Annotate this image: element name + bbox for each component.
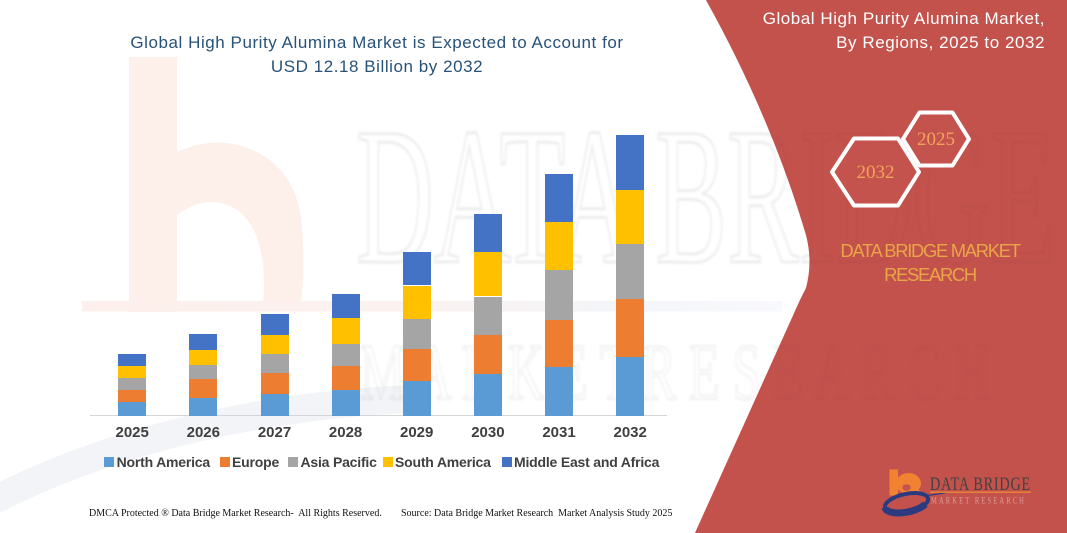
svg-text:MARKET RESEARCH: MARKET RESEARCH: [931, 497, 1026, 507]
svg-text:DATA BRIDGE: DATA BRIDGE: [930, 474, 1031, 495]
svg-text:2032: 2032: [857, 162, 895, 183]
svg-text:2025: 2025: [917, 129, 955, 150]
